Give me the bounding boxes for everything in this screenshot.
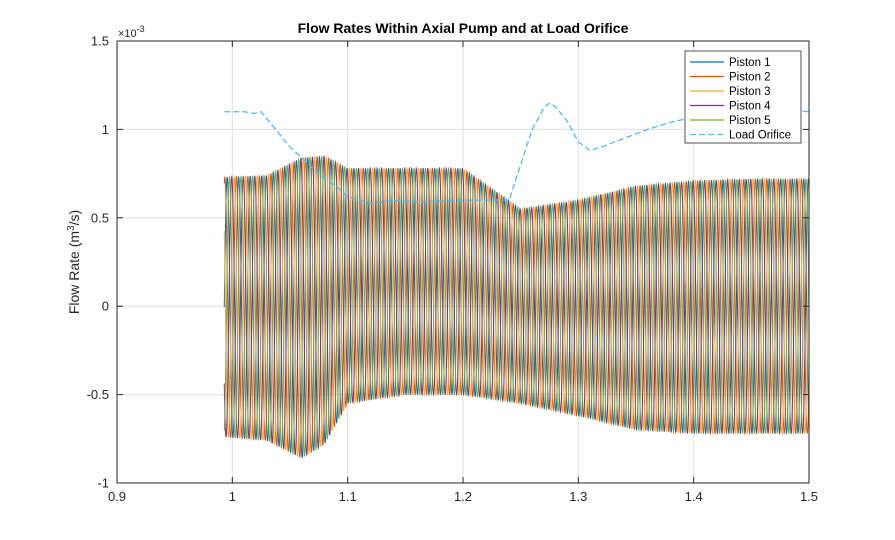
x-tick-label: 1.1 <box>339 489 357 504</box>
y-axis-label: Flow Rate (m3/s) <box>66 210 82 314</box>
legend-label: Piston 5 <box>729 115 771 127</box>
ticks: 0.9 1 1.1 1.2 1.3 1.4 1.5 -1 -0.5 0 0.5 1 1.5 <box>87 34 818 505</box>
legend-entry: Piston 4 <box>690 101 771 113</box>
legend-label: Load Orifice <box>729 130 791 142</box>
y-tick-label: 0.5 <box>91 210 109 225</box>
data-layer <box>223 102 809 459</box>
legend-label: Piston 4 <box>729 101 771 113</box>
legend-label: Piston 3 <box>729 86 771 98</box>
y-tick-label: -0.5 <box>87 387 109 402</box>
y-axis-label-main: Flow Rate (m <box>66 231 82 314</box>
legend-box <box>684 50 802 144</box>
chart-title: Flow Rates Within Axial Pump and at Load… <box>298 20 629 36</box>
legend-entry: Piston 2 <box>690 72 771 84</box>
legend: Piston 1 Piston 2 Piston 3 Piston 4 Piston 5… <box>684 50 802 144</box>
legend-entry: Piston 5 <box>690 115 771 127</box>
legend-label: Piston 1 <box>729 57 771 69</box>
y-tick-label: -1 <box>97 476 109 491</box>
y-tick-label: 1 <box>102 122 109 137</box>
legend-entry: Load Orifice <box>690 130 791 142</box>
legend-label: Piston 2 <box>729 72 771 84</box>
y-tick-label: 1.5 <box>91 34 109 49</box>
x-tick-label: 1.5 <box>800 489 818 504</box>
y-exponent-base: ×10 <box>118 28 137 40</box>
x-tick-label: 1.3 <box>569 489 587 504</box>
x-tick-label: 1.2 <box>454 489 472 504</box>
y-exponent-label: ×10-3 <box>118 24 145 40</box>
legend-entry: Piston 3 <box>690 86 771 98</box>
y-axis-label-tail: /s) <box>66 210 82 226</box>
x-tick-label: 1 <box>229 489 236 504</box>
x-tick-label: 1.4 <box>685 489 703 504</box>
series-line-piston-4 <box>223 155 809 456</box>
y-exponent-power: -3 <box>137 24 145 34</box>
y-axis-label-sup: 3 <box>66 225 77 231</box>
y-tick-label: 0 <box>102 299 109 314</box>
series-line-piston-5 <box>223 155 809 457</box>
series-line-load-orifice <box>224 102 809 205</box>
legend-entry: Piston 1 <box>690 57 771 69</box>
x-tick-label: 0.9 <box>108 489 126 504</box>
